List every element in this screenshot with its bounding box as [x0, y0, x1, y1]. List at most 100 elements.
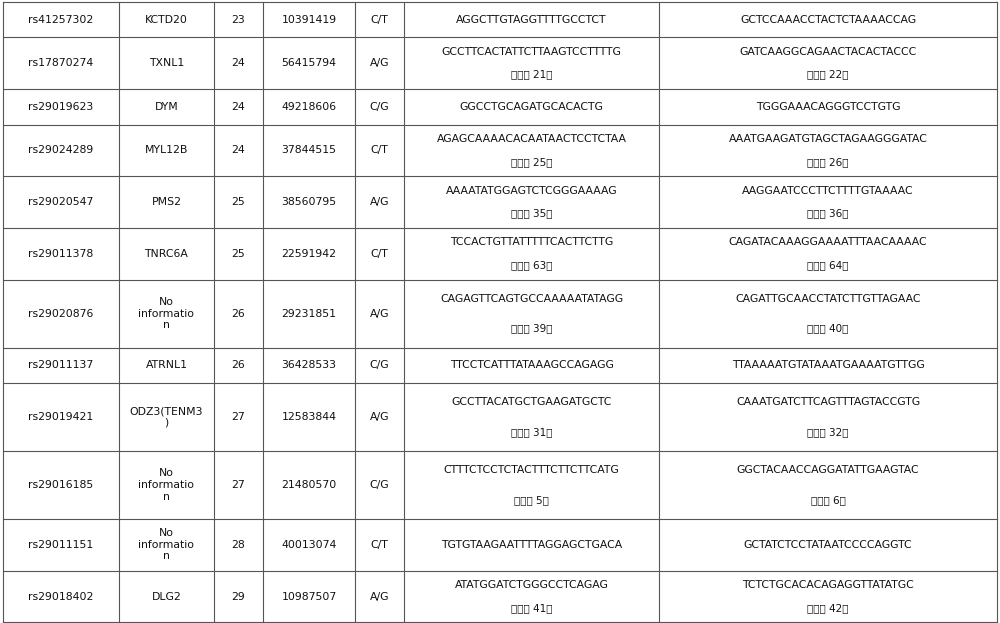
- Text: DLG2: DLG2: [152, 591, 181, 602]
- Text: 29231851: 29231851: [282, 308, 336, 319]
- Text: A/G: A/G: [370, 412, 389, 422]
- Text: C/G: C/G: [370, 480, 389, 490]
- Text: GATCAAGGCAGAACTACACTACCC: GATCAAGGCAGAACTACACTACCC: [739, 47, 917, 57]
- Text: 26: 26: [232, 360, 245, 371]
- Text: 56415794: 56415794: [282, 58, 336, 69]
- Text: （序列 63）: （序列 63）: [511, 260, 552, 270]
- Text: rs29016185: rs29016185: [28, 480, 94, 490]
- Text: GGCTACAACCAGGATATTGAAGTAC: GGCTACAACCAGGATATTGAAGTAC: [737, 465, 919, 475]
- Text: A/G: A/G: [370, 197, 389, 207]
- Text: 10391419: 10391419: [281, 14, 337, 25]
- Text: A/G: A/G: [370, 58, 389, 69]
- Text: C/T: C/T: [371, 540, 388, 550]
- Text: 36428533: 36428533: [282, 360, 336, 371]
- Text: rs29018402: rs29018402: [28, 591, 94, 602]
- Text: AAAATATGGAGTCTCGGGAAAAG: AAAATATGGAGTCTCGGGAAAAG: [446, 186, 617, 196]
- Text: TCTCTGCACACAGAGGTTATATGC: TCTCTGCACACAGAGGTTATATGC: [742, 580, 914, 590]
- Text: KCTD20: KCTD20: [145, 14, 188, 25]
- Text: TGTGTAAGAATTTTAGGAGCTGACA: TGTGTAAGAATTTTAGGAGCTGACA: [441, 540, 622, 550]
- Text: GCCTTACATGCTGAAGATGCTC: GCCTTACATGCTGAAGATGCTC: [451, 397, 612, 407]
- Text: （序列 5）: （序列 5）: [514, 495, 549, 505]
- Text: （序列 39）: （序列 39）: [511, 323, 552, 334]
- Text: PMS2: PMS2: [151, 197, 181, 207]
- Text: GCTATCTCCTATAATCCCCAGGTC: GCTATCTCCTATAATCCCCAGGTC: [744, 540, 912, 550]
- Text: CTTTCTCCTCTACTTTCTTCTTCATG: CTTTCTCCTCTACTTTCTTCTTCATG: [444, 465, 619, 475]
- Text: TCCACTGTTATTTTTCACTTCTTG: TCCACTGTTATTTTTCACTTCTTG: [450, 237, 613, 247]
- Text: 28: 28: [232, 540, 245, 550]
- Text: rs29020876: rs29020876: [28, 308, 94, 319]
- Text: rs29011151: rs29011151: [28, 540, 94, 550]
- Text: rs29024289: rs29024289: [28, 145, 94, 156]
- Text: （序列 36）: （序列 36）: [807, 209, 849, 219]
- Text: TGGGAAACAGGGTCCTGTG: TGGGAAACAGGGTCCTGTG: [756, 102, 900, 112]
- Text: （序列 31）: （序列 31）: [511, 427, 552, 437]
- Text: AAATGAAGATGTAGCTAGAAGGGATAC: AAATGAAGATGTAGCTAGAAGGGATAC: [729, 134, 927, 144]
- Text: 24: 24: [232, 145, 245, 156]
- Text: AGAGCAAAACACAATAACTCCTCTAA: AGAGCAAAACACAATAACTCCTCTAA: [437, 134, 627, 144]
- Text: （序列 42）: （序列 42）: [807, 603, 849, 613]
- Text: No
informatio
n: No informatio n: [138, 297, 194, 330]
- Text: CAAATGATCTTCAGTTTAGTACCGTG: CAAATGATCTTCAGTTTAGTACCGTG: [736, 397, 920, 407]
- Text: 10987507: 10987507: [281, 591, 337, 602]
- Text: DYM: DYM: [155, 102, 178, 112]
- Text: 29: 29: [232, 591, 245, 602]
- Text: C/G: C/G: [370, 102, 389, 112]
- Text: 27: 27: [232, 412, 245, 422]
- Text: AAGGAATCCCTTCTTTTGTAAAAC: AAGGAATCCCTTCTTTTGTAAAAC: [742, 186, 914, 196]
- Text: rs41257302: rs41257302: [28, 14, 94, 25]
- Text: rs29020547: rs29020547: [28, 197, 94, 207]
- Text: rs29011137: rs29011137: [28, 360, 94, 371]
- Text: 25: 25: [232, 249, 245, 259]
- Text: （序列 41）: （序列 41）: [511, 603, 552, 613]
- Text: rs17870274: rs17870274: [28, 58, 94, 69]
- Text: 21480570: 21480570: [281, 480, 337, 490]
- Text: ATRNL1: ATRNL1: [145, 360, 187, 371]
- Text: C/T: C/T: [371, 145, 388, 156]
- Text: C/T: C/T: [371, 249, 388, 259]
- Text: GCCTTCACTATTCTTAAGTCCTTTTG: GCCTTCACTATTCTTAAGTCCTTTTG: [442, 47, 621, 57]
- Text: TNRC6A: TNRC6A: [145, 249, 188, 259]
- Text: rs29011378: rs29011378: [28, 249, 94, 259]
- Text: CAGATACAAAGGAAAATTTAACAAAAC: CAGATACAAAGGAAAATTTAACAAAAC: [729, 237, 927, 247]
- Text: rs29019623: rs29019623: [28, 102, 94, 112]
- Text: C/T: C/T: [371, 14, 388, 25]
- Text: No
informatio
n: No informatio n: [138, 528, 194, 561]
- Text: 40013074: 40013074: [281, 540, 337, 550]
- Text: （序列 35）: （序列 35）: [511, 209, 552, 219]
- Text: CAGAGTTCAGTGCCAAAAATATAGG: CAGAGTTCAGTGCCAAAAATATAGG: [440, 293, 623, 304]
- Text: （序列 32）: （序列 32）: [807, 427, 849, 437]
- Text: （序列 6）: （序列 6）: [811, 495, 845, 505]
- Text: （序列 64）: （序列 64）: [807, 260, 849, 270]
- Text: （序列 22）: （序列 22）: [807, 70, 849, 80]
- Text: （序列 40）: （序列 40）: [807, 323, 849, 334]
- Text: ODZ3(TENM3
): ODZ3(TENM3 ): [130, 406, 203, 428]
- Text: rs29019421: rs29019421: [28, 412, 94, 422]
- Text: 12583844: 12583844: [282, 412, 336, 422]
- Text: 37844515: 37844515: [282, 145, 336, 156]
- Text: （序列 21）: （序列 21）: [511, 70, 552, 80]
- Text: CAGATTGCAACCTATCTTGTTAGAAC: CAGATTGCAACCTATCTTGTTAGAAC: [735, 293, 921, 304]
- Text: ATATGGATCTGGGCCTCAGAG: ATATGGATCTGGGCCTCAGAG: [455, 580, 608, 590]
- Text: 24: 24: [232, 102, 245, 112]
- Text: A/G: A/G: [370, 308, 389, 319]
- Text: 26: 26: [232, 308, 245, 319]
- Text: （序列 25）: （序列 25）: [511, 157, 552, 167]
- Text: AGGCTTGTAGGTTTTGCCTCT: AGGCTTGTAGGTTTTGCCTCT: [456, 14, 607, 25]
- Text: C/G: C/G: [370, 360, 389, 371]
- Text: 25: 25: [232, 197, 245, 207]
- Text: 27: 27: [232, 480, 245, 490]
- Text: 24: 24: [232, 58, 245, 69]
- Text: 38560795: 38560795: [281, 197, 337, 207]
- Text: A/G: A/G: [370, 591, 389, 602]
- Text: MYL12B: MYL12B: [145, 145, 188, 156]
- Text: （序列 26）: （序列 26）: [807, 157, 849, 167]
- Text: 49218606: 49218606: [281, 102, 337, 112]
- Text: 22591942: 22591942: [282, 249, 336, 259]
- Text: No
informatio
n: No informatio n: [138, 468, 194, 502]
- Text: TTAAAAATGTATAAATGAAAATGTTGG: TTAAAAATGTATAAATGAAAATGTTGG: [732, 360, 924, 371]
- Text: TTCCTCATTTATAAAGCCAGAGG: TTCCTCATTTATAAAGCCAGAGG: [450, 360, 613, 371]
- Text: 23: 23: [232, 14, 245, 25]
- Text: GGCCTGCAGATGCACACTG: GGCCTGCAGATGCACACTG: [460, 102, 603, 112]
- Text: GCTCCAAACCTACTCTAAAACCAG: GCTCCAAACCTACTCTAAAACCAG: [740, 14, 916, 25]
- Text: TXNL1: TXNL1: [149, 58, 184, 69]
